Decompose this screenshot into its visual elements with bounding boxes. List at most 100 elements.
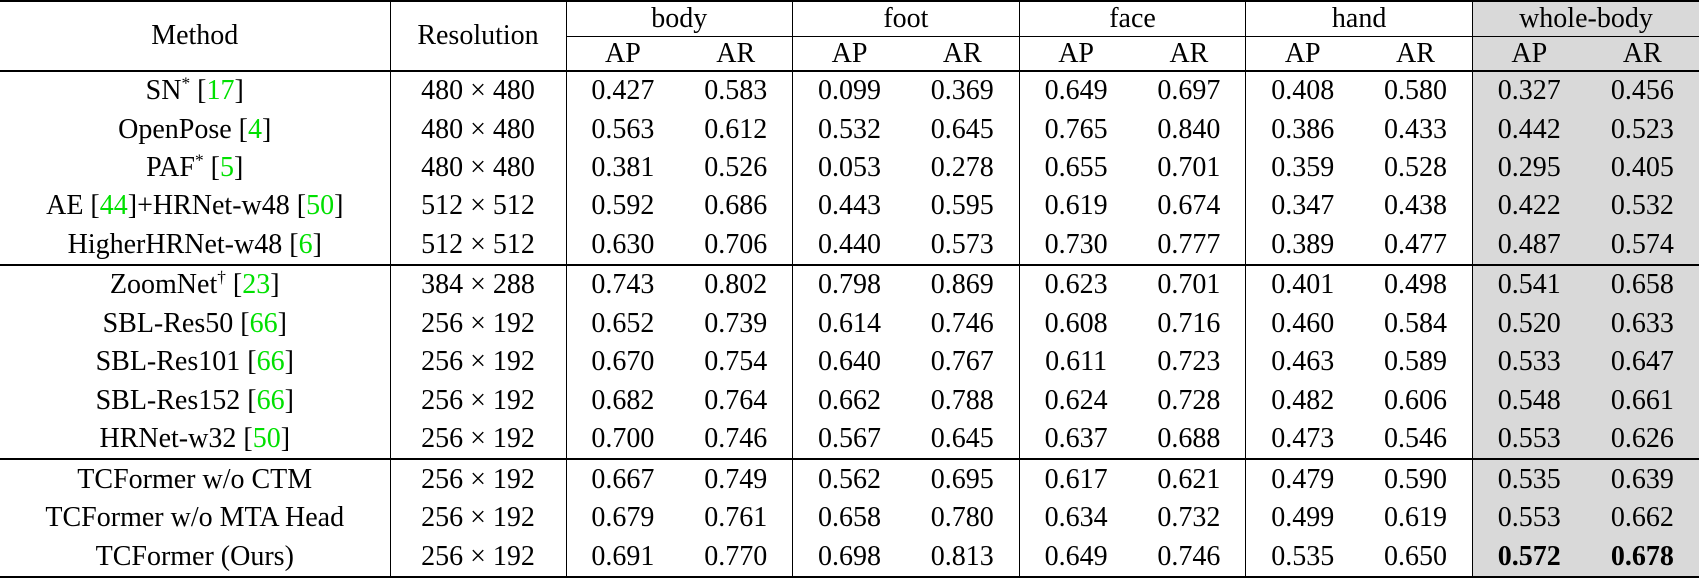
method-name-text: ]	[262, 113, 272, 145]
citation-link[interactable]: 66	[249, 307, 278, 339]
value-cell: 0.440	[792, 225, 906, 266]
resolution-cell: 256 × 192	[389, 343, 566, 382]
header-group-row: Method Resolution body foot face hand wh…	[0, 1, 1699, 71]
method-name-text: HigherHRNet-w48 [	[67, 228, 299, 260]
col-header-hand-ap: AP	[1245, 36, 1360, 71]
value-cell: 0.405	[1585, 148, 1699, 188]
citation-link[interactable]: 4	[248, 113, 263, 145]
col-header-foot-ar: AR	[942, 37, 982, 69]
value-cell: 0.438	[1384, 190, 1447, 222]
value-cell: 0.649	[1018, 70, 1133, 111]
citation-link[interactable]: 66	[256, 384, 285, 416]
method-name-text: OpenPose [	[118, 113, 249, 145]
value-cell: 0.780	[930, 502, 994, 534]
citation-link[interactable]: 50	[252, 423, 281, 455]
value-cell: 0.533	[1471, 343, 1586, 382]
resolution-cell: 256 × 192	[389, 498, 566, 538]
value-cell: 0.347	[1245, 187, 1360, 226]
value-cell: 0.589	[1384, 346, 1447, 378]
value-cell: 0.723	[1157, 346, 1221, 378]
col-header-resolution: Resolution	[389, 1, 566, 71]
method-cell: AE [44]+HRNet-w48 [50]	[0, 187, 390, 225]
value-cell: 0.099	[792, 70, 906, 111]
method-name-text: ]	[284, 384, 294, 416]
value-cell: 0.764	[704, 384, 768, 416]
value-cell: 0.498	[1359, 264, 1473, 305]
value-cell: 0.691	[565, 537, 680, 577]
col-header-body-ap: AP	[565, 36, 680, 71]
resolution-cell: 256 × 192	[389, 458, 566, 499]
method-cell: TCFormer w/o CTM	[0, 458, 390, 499]
table-body: SN* [17] 480 × 480 0.427 0.583 0.099 0.369 0.6…	[0, 70, 1699, 577]
method-name-text: SBL-Res50 [	[102, 307, 250, 339]
method-cell: ZoomNet† [23]	[0, 264, 390, 305]
citation-link[interactable]: 23	[242, 269, 271, 301]
superscript-marker: †	[217, 268, 226, 288]
value-cell: 0.798	[792, 264, 906, 305]
value-cell: 0.606	[1384, 384, 1447, 416]
value-cell: 0.749	[679, 458, 793, 499]
citation-link[interactable]: 44	[99, 190, 128, 222]
table-row: OpenPose [4] 480 × 480 0.563 0.612 0.532 0.64…	[0, 110, 1699, 149]
col-header-face-ap: AP	[1018, 36, 1133, 71]
value-cell: 0.574	[1585, 225, 1699, 266]
value-cell: 0.767	[930, 346, 994, 378]
value-cell: 0.523	[1585, 110, 1699, 149]
citation-link[interactable]: 17	[206, 75, 235, 107]
method-cell: SBL-Res50 [66]	[0, 305, 390, 343]
table-row: HRNet-w32 [50] 256 × 192 0.700 0.746 0.567 0.…	[0, 419, 1699, 460]
method-name-text: ]	[234, 75, 244, 107]
method-name-text: SBL-Res101 [	[95, 346, 257, 378]
value-cell: 0.572	[1471, 537, 1586, 577]
value-cell: 0.662	[792, 381, 906, 420]
value-cell: 0.701	[1157, 152, 1221, 184]
method-name-text: ]	[284, 346, 294, 378]
table-row: PAF* [5] 480 × 480 0.381 0.526 0.053 0.278 0.6…	[0, 148, 1699, 188]
value-cell: 0.427	[565, 70, 680, 111]
resolution-cell: 480 × 480	[389, 70, 566, 111]
method-cell: TCFormer w/o MTA Head	[0, 499, 390, 537]
table-row: ZoomNet† [23] 384 × 288 0.743 0.802 0.798 0.8…	[0, 264, 1699, 305]
value-cell: 0.611	[1018, 343, 1133, 382]
value-cell: 0.754	[704, 346, 768, 378]
value-cell: 0.655	[1018, 148, 1133, 188]
value-cell: 0.662	[1585, 498, 1699, 538]
value-cell: 0.746	[930, 307, 994, 339]
value-cell: 0.777	[1157, 228, 1221, 260]
value-cell: 0.053	[792, 148, 906, 188]
value-cell: 0.633	[1585, 304, 1699, 344]
value-cell: 0.456	[1585, 70, 1699, 111]
header-sub-row: AP AR AP AR AP AR AP AR AP AR	[0, 36, 1699, 71]
value-cell: 0.670	[565, 343, 680, 382]
value-cell: 0.584	[1384, 307, 1447, 339]
method-cell: OpenPose [4]	[0, 111, 390, 149]
table-row: SBL-Res101 [66] 256 × 192 0.670 0.754 0.640 0…	[0, 343, 1699, 382]
method-cell: TCFormer (Ours)	[0, 537, 390, 577]
value-cell: 0.369	[905, 70, 1020, 111]
value-cell: 0.640	[792, 343, 906, 382]
value-cell: 0.634	[1018, 498, 1133, 538]
value-cell: 0.327	[1471, 70, 1586, 111]
value-cell: 0.532	[1585, 187, 1699, 226]
citation-link[interactable]: 66	[256, 346, 285, 378]
value-cell: 0.645	[930, 113, 994, 145]
value-cell: 0.716	[1157, 307, 1221, 339]
method-name-text: ]	[280, 423, 291, 455]
value-cell: 0.788	[930, 384, 994, 416]
citation-link[interactable]: 50	[306, 190, 335, 222]
col-header-face-ar: AR	[1169, 37, 1209, 69]
resolution-cell: 256 × 192	[389, 304, 566, 344]
value-cell: 0.567	[792, 419, 906, 460]
value-cell: 0.541	[1471, 264, 1586, 305]
table-row: TCFormer w/o CTM 256 × 192 0.667 0.749 0.562…	[0, 458, 1699, 499]
method-name-text: [	[225, 269, 243, 301]
col-header-foot-ap: AP	[792, 36, 906, 71]
value-cell: 0.590	[1359, 458, 1473, 499]
citation-link[interactable]: 5	[219, 152, 234, 184]
table-row: SBL-Res50 [66] 256 × 192 0.652 0.739 0.614 0.…	[0, 304, 1699, 344]
citation-link[interactable]: 6	[298, 228, 313, 260]
value-cell: 0.553	[1471, 498, 1586, 538]
value-cell: 0.623	[1018, 264, 1133, 305]
value-cell: 0.667	[565, 458, 680, 499]
value-cell: 0.583	[679, 70, 793, 111]
